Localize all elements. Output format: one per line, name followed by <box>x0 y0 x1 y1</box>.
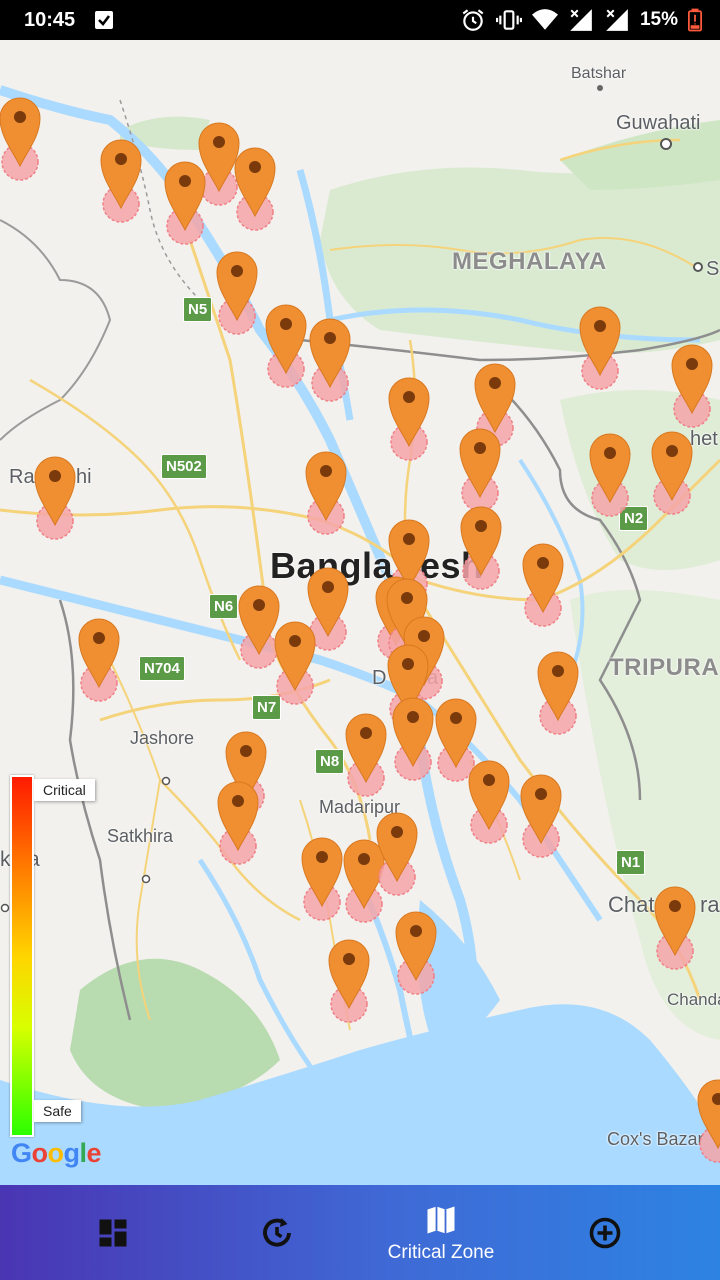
vibrate-icon <box>495 10 522 30</box>
critical-zone-marker[interactable] <box>536 650 580 736</box>
critical-zone-marker[interactable] <box>163 160 207 246</box>
critical-zone-marker[interactable] <box>344 712 388 798</box>
bottom-nav: Critical Zone <box>0 1185 720 1280</box>
road-shield: N2 <box>619 506 649 531</box>
critical-zone-marker[interactable] <box>300 836 344 922</box>
map-view[interactable]: Batshar Guwahati MEGHALAYA S Ra hi Bangl… <box>0 40 720 1185</box>
nav-critical-zone-label: Critical Zone <box>387 1241 495 1263</box>
legend-gradient-bar <box>10 775 34 1137</box>
signal-icon <box>570 9 592 31</box>
nav-add[interactable] <box>515 1185 695 1280</box>
critical-zone-marker[interactable] <box>264 303 308 389</box>
road-shield: N8 <box>315 749 345 774</box>
nav-critical-zone[interactable]: Critical Zone <box>351 1185 531 1280</box>
place-label: het <box>690 428 718 450</box>
road-shield: N704 <box>139 656 185 681</box>
road-shield: N1 <box>616 850 646 875</box>
place-label: Batshar <box>571 65 627 82</box>
place-label: Cox's Bazar <box>607 1129 704 1149</box>
critical-zone-marker[interactable] <box>99 138 143 224</box>
place-label: hi <box>76 466 92 488</box>
place-label: S <box>706 258 720 280</box>
legend-critical-label: Critical <box>34 779 95 801</box>
critical-zone-marker[interactable] <box>578 305 622 391</box>
place-label: Satkhira <box>107 826 174 846</box>
road-shield: N5 <box>183 297 213 322</box>
dashboard-icon <box>99 1219 127 1246</box>
critical-zone-marker[interactable] <box>215 250 259 336</box>
critical-zone-marker[interactable] <box>327 938 371 1024</box>
critical-zone-marker[interactable] <box>696 1078 720 1164</box>
critical-zone-marker[interactable] <box>434 697 478 783</box>
battery-low-icon <box>688 8 702 32</box>
critical-zone-marker[interactable] <box>650 430 694 516</box>
critical-zone-marker[interactable] <box>375 811 419 897</box>
place-label: Jashore <box>130 728 195 748</box>
place-label: D <box>372 667 387 689</box>
critical-zone-marker[interactable] <box>458 427 502 513</box>
region-label: MEGHALAYA <box>452 248 607 275</box>
status-icons: 15% <box>460 6 702 34</box>
road-shield: N7 <box>252 695 282 720</box>
alarm-icon <box>462 9 484 31</box>
nav-dashboard[interactable] <box>23 1185 203 1280</box>
history-icon <box>263 1217 291 1247</box>
critical-zone-marker[interactable] <box>233 146 277 232</box>
road-shield: N6 <box>209 594 239 619</box>
place-label: ram <box>700 892 720 917</box>
place-label: Guwahati <box>616 112 701 134</box>
map-icon <box>427 1206 455 1233</box>
critical-zone-marker[interactable] <box>216 780 260 866</box>
place-label: Madaripur <box>319 797 401 817</box>
critical-zone-marker[interactable] <box>308 317 352 403</box>
critical-zone-marker[interactable] <box>588 432 632 518</box>
critical-zone-marker[interactable] <box>304 450 348 536</box>
critical-zone-marker[interactable] <box>342 838 386 924</box>
legend-safe-label: Safe <box>34 1100 81 1122</box>
critical-zone-marker[interactable] <box>391 696 435 782</box>
nav-history[interactable] <box>187 1185 367 1280</box>
critical-zone-marker[interactable] <box>77 617 121 703</box>
status-time: 10:45 <box>24 9 76 31</box>
checkbox-icon <box>95 11 113 29</box>
place-label: Ra <box>9 466 35 488</box>
critical-zone-marker[interactable] <box>670 343 714 429</box>
battery-percent: 15% <box>639 9 678 30</box>
critical-zone-marker[interactable] <box>33 455 77 541</box>
critical-zone-marker[interactable] <box>653 885 697 971</box>
place-label: Chat <box>608 892 655 917</box>
critical-zone-marker[interactable] <box>0 96 42 182</box>
critical-zone-marker[interactable] <box>521 542 565 628</box>
road-shield: N502 <box>161 454 207 479</box>
status-bar: 10:45 15% <box>0 0 720 40</box>
google-logo: Google <box>11 1138 102 1168</box>
critical-zone-marker[interactable] <box>459 505 503 591</box>
critical-zone-marker[interactable] <box>237 584 281 670</box>
critical-zone-marker[interactable] <box>519 773 563 859</box>
critical-zone-marker[interactable] <box>394 910 438 996</box>
add-circle-icon <box>589 1217 621 1248</box>
critical-zone-marker[interactable] <box>273 620 317 706</box>
map-base <box>0 40 720 1185</box>
critical-zone-marker[interactable] <box>467 759 511 845</box>
signal-icon-2 <box>606 9 628 31</box>
critical-zone-marker[interactable] <box>387 376 431 462</box>
region-label: TRIPURA <box>609 654 720 681</box>
wifi-icon <box>531 9 558 30</box>
place-label: Chanda <box>667 990 720 1009</box>
